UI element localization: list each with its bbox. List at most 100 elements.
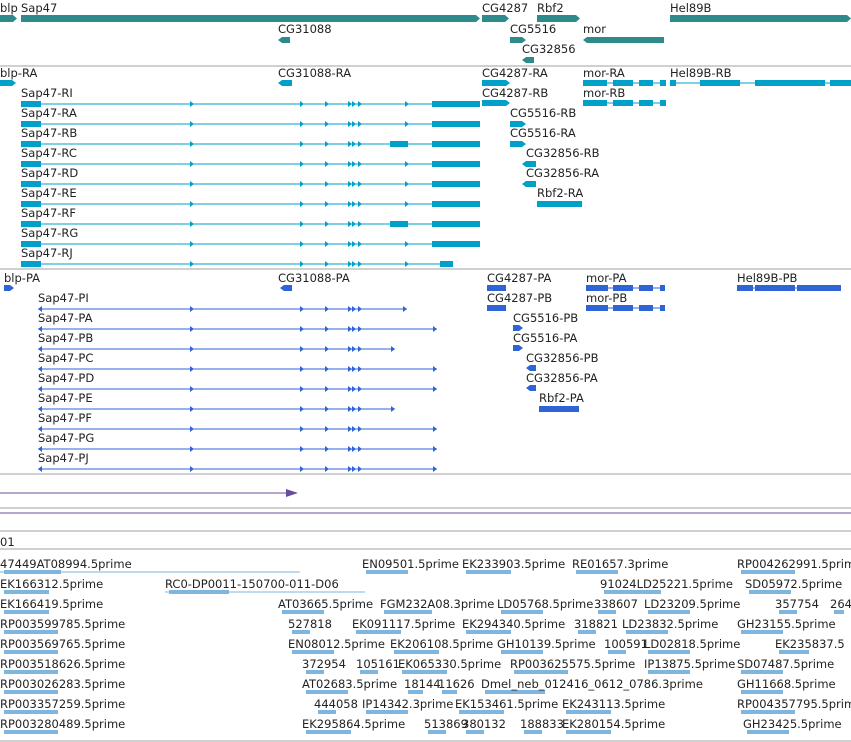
est-feature[interactable] (282, 610, 324, 614)
protein-mor-pb-exon[interactable] (639, 305, 653, 311)
protein-sap47-row0-exon-arrow[interactable] (348, 306, 352, 312)
transcript-sap47-row3-exon-arrow[interactable] (348, 161, 352, 167)
protein-sap47-row4-exon-arrow[interactable] (358, 386, 362, 392)
transcript-sap47-row3-exon-arrow[interactable] (358, 161, 362, 167)
est-feature[interactable] (306, 670, 324, 674)
protein-sap47-row8-exon-arrow[interactable] (325, 466, 329, 472)
est-feature[interactable] (466, 630, 511, 634)
transcript-sap47-row8-exon[interactable] (440, 261, 453, 267)
gene-cg31088-feature[interactable] (278, 37, 290, 43)
transcript-sap47-row5-exon-arrow[interactable] (325, 201, 329, 207)
protein-sap47-row0-exon-arrow[interactable] (358, 306, 362, 312)
est-feature[interactable] (524, 730, 542, 734)
est-feature[interactable] (366, 570, 408, 574)
transcript-cg5516-ra-feature[interactable] (510, 141, 526, 147)
transcript-sap47-row3-exon-arrow[interactable] (190, 161, 194, 167)
protein-sap47-row7-end-arrow[interactable] (433, 446, 437, 452)
protein-sap47-row2-exon-arrow[interactable] (352, 346, 356, 352)
est-feature[interactable] (648, 650, 690, 654)
protein-sap47-row8-exon-arrow[interactable] (190, 466, 194, 472)
protein-sap47-row1-exon-arrow[interactable] (190, 326, 194, 332)
transcript-sap47-row5-exon-arrow[interactable] (352, 201, 356, 207)
est-feature[interactable] (4, 610, 49, 614)
protein-sap47-row5-exon-arrow[interactable] (358, 406, 362, 412)
transcript-cg5516-rb-feature[interactable] (510, 121, 526, 127)
transcript-mor-ra-exon[interactable] (660, 80, 666, 86)
transcript-sap47-row0-exon-arrow[interactable] (352, 101, 356, 107)
protein-sap47-row3-exon-arrow[interactable] (190, 366, 194, 372)
transcript-hel89b-rb-exon[interactable] (670, 80, 676, 86)
protein-sap47-row6-exon-arrow[interactable] (190, 426, 194, 432)
protein-sap47-row4-exon-arrow[interactable] (325, 386, 329, 392)
protein-sap47-row1-end-arrow[interactable] (433, 326, 437, 332)
transcript-sap47-row0-exon-arrow[interactable] (405, 101, 409, 107)
transcript-cg4287-rb-feature[interactable] (482, 100, 510, 106)
est-feature[interactable] (501, 610, 543, 614)
protein-cg5516-pb-feature[interactable] (513, 325, 523, 331)
protein-cg31088-pa-feature[interactable] (280, 285, 292, 291)
transcript-cg31088-ra-feature[interactable] (278, 80, 292, 86)
est-feature[interactable] (4, 730, 58, 734)
est-feature[interactable] (4, 710, 58, 714)
est-feature[interactable] (394, 650, 439, 654)
gene-mor-feature[interactable] (583, 37, 664, 43)
transcript-sap47-row0-exon-arrow[interactable] (358, 101, 362, 107)
est-feature[interactable] (741, 710, 795, 714)
transcript-sap47-row5-exon-arrow[interactable] (300, 201, 304, 207)
est-feature[interactable] (779, 610, 797, 614)
transcript-sap47-row6-exon[interactable] (390, 221, 408, 227)
protein-mor-pa-exon[interactable] (639, 285, 653, 291)
transcript-sap47-row8-exon-arrow[interactable] (190, 261, 194, 267)
transcript-hel89b-rb-exon[interactable] (755, 80, 825, 86)
protein-sap47-row7-exon-arrow[interactable] (190, 446, 194, 452)
protein-sap47-row5-exon-arrow[interactable] (352, 406, 356, 412)
alignment-arrow[interactable] (286, 489, 298, 497)
gene-rbf2-feature[interactable] (537, 15, 580, 22)
protein-sap47-row7-start-arrow[interactable] (38, 446, 42, 452)
protein-sap47-row8-start-arrow[interactable] (38, 466, 42, 472)
protein-sap47-row6-end-arrow[interactable] (433, 426, 437, 432)
transcript-sap47-row2-exon-arrow[interactable] (325, 141, 329, 147)
transcript-sap47-row5-exon-arrow[interactable] (190, 201, 194, 207)
protein-sap47-row5-exon-arrow[interactable] (325, 406, 329, 412)
est-feature[interactable] (608, 650, 626, 654)
est-feature[interactable] (442, 690, 457, 694)
transcript-sap47-row6-exon-arrow[interactable] (325, 221, 329, 227)
transcript-sap47-row7-exon-arrow[interactable] (348, 241, 352, 247)
transcript-sap47-row3-exon[interactable] (21, 161, 41, 167)
est-feature[interactable] (292, 650, 334, 654)
protein-cg32856-pa-feature[interactable] (526, 385, 536, 391)
transcript-mor-rb-exon[interactable] (613, 100, 633, 106)
gene-cg5516-feature[interactable] (510, 37, 526, 43)
est-feature[interactable] (4, 630, 58, 634)
transcript-blp-ra-feature[interactable] (0, 80, 16, 86)
protein-sap47-row6-exon-arrow[interactable] (352, 426, 356, 432)
protein-sap47-row2-exon-arrow[interactable] (325, 346, 329, 352)
transcript-sap47-row5-exon-arrow[interactable] (405, 201, 409, 207)
est-feature[interactable] (501, 650, 543, 654)
transcript-sap47-row8-exon[interactable] (21, 261, 41, 267)
protein-mor-pb-exon[interactable] (660, 305, 665, 311)
transcript-sap47-row4-exon-arrow[interactable] (325, 181, 329, 187)
transcript-sap47-row0-exon-arrow[interactable] (300, 101, 304, 107)
protein-sap47-row2-exon-arrow[interactable] (358, 346, 362, 352)
transcript-sap47-row1-exon[interactable] (432, 121, 480, 127)
transcript-sap47-row1-exon-arrow[interactable] (352, 121, 356, 127)
est-feature[interactable] (648, 670, 690, 674)
transcript-sap47-row4-exon-arrow[interactable] (405, 181, 409, 187)
est-feature[interactable] (648, 610, 690, 614)
protein-sap47-row7-exon-arrow[interactable] (358, 446, 362, 452)
transcript-sap47-row1-exon-arrow[interactable] (325, 121, 329, 127)
transcript-sap47-row1-exon[interactable] (21, 121, 41, 127)
protein-sap47-row0-start-arrow[interactable] (38, 306, 42, 312)
est-feature[interactable] (566, 730, 611, 734)
transcript-sap47-row3-exon-arrow[interactable] (325, 161, 329, 167)
transcript-sap47-row0-exon-arrow[interactable] (325, 101, 329, 107)
transcript-sap47-row0-exon[interactable] (432, 101, 480, 107)
protein-hel89b-pb-exon[interactable] (797, 285, 841, 291)
transcript-sap47-row6-exon-arrow[interactable] (190, 221, 194, 227)
est-feature[interactable] (4, 590, 49, 594)
transcript-sap47-row5-exon-arrow[interactable] (358, 201, 362, 207)
transcript-sap47-row4-exon[interactable] (21, 181, 41, 187)
